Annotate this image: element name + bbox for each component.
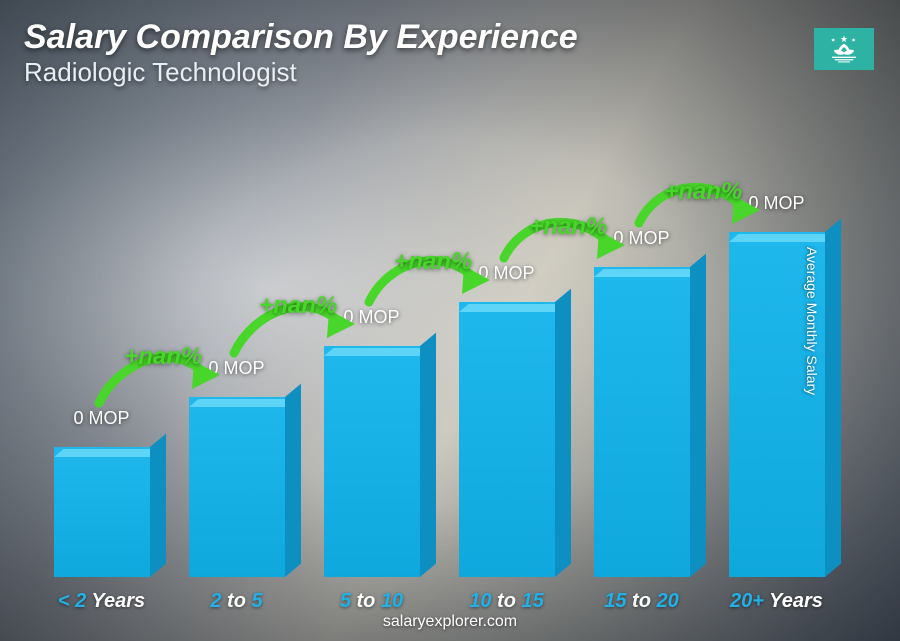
bar-wrap: 0 MOP5 to 10	[304, 120, 439, 577]
flag-lotus-icon	[827, 32, 861, 66]
bar-chart: 0 MOP< 2 Years0 MOP2 to 50 MOP5 to 100 M…	[34, 120, 844, 577]
bar-wrap: 0 MOP20+ Years	[709, 120, 844, 577]
bar-value-label: 0 MOP	[34, 408, 169, 429]
chart-title: Salary Comparison By Experience	[24, 18, 876, 57]
bar	[54, 447, 150, 577]
bar-value-label: 0 MOP	[439, 263, 574, 284]
bar-value-label: 0 MOP	[574, 228, 709, 249]
footer-attribution: salaryexplorer.com	[0, 613, 900, 631]
header: Salary Comparison By Experience Radiolog…	[24, 18, 876, 88]
chart-subtitle: Radiologic Technologist	[24, 57, 876, 88]
category-label: 20+ Years	[682, 590, 871, 613]
bar-wrap: 0 MOP15 to 20	[574, 120, 709, 577]
bar	[189, 397, 285, 577]
bar-value-label: 0 MOP	[304, 307, 439, 328]
y-axis-label: Average Monthly Salary	[804, 246, 820, 394]
bar-wrap: 0 MOP10 to 15	[439, 120, 574, 577]
bar-wrap: 0 MOP< 2 Years	[34, 120, 169, 577]
bar-value-label: 0 MOP	[169, 358, 304, 379]
bar-wrap: 0 MOP2 to 5	[169, 120, 304, 577]
bar	[459, 302, 555, 577]
bar	[324, 346, 420, 577]
bar	[594, 267, 690, 577]
bar-value-label: 0 MOP	[709, 193, 844, 214]
country-flag-macau	[814, 28, 874, 70]
